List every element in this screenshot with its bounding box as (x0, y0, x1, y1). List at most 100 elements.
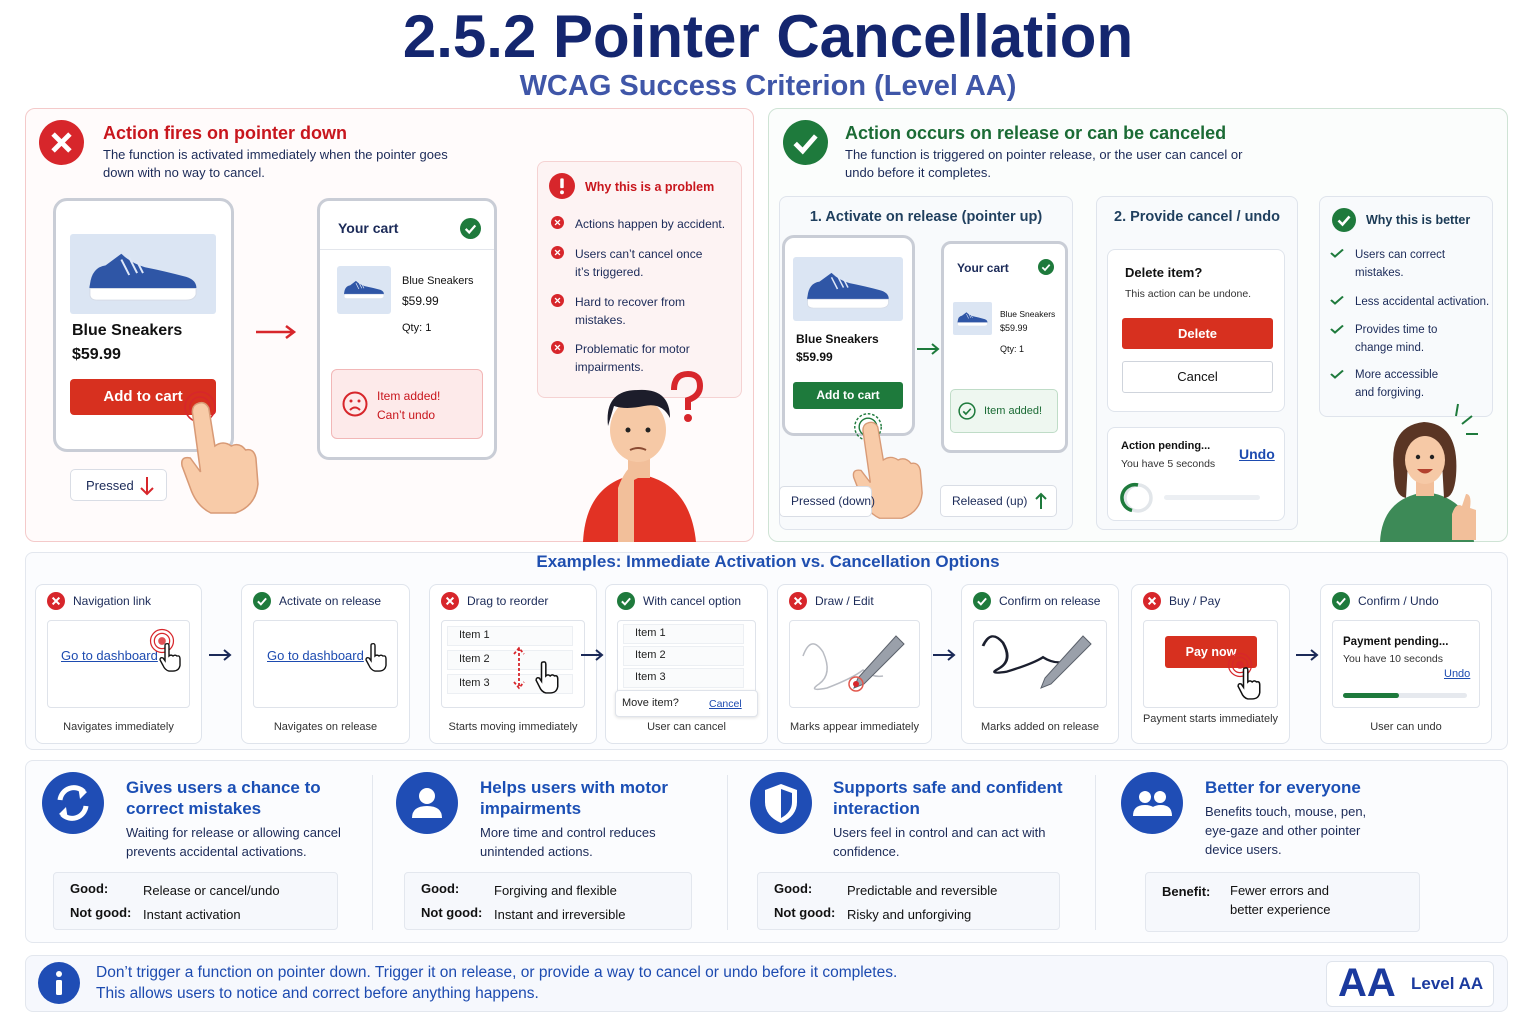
label: Good: (774, 881, 813, 896)
name: Blue Sneakers (72, 322, 183, 339)
title: Your cart (957, 261, 1009, 275)
shoe (84, 246, 202, 304)
svg (365, 642, 387, 672)
ripple (149, 628, 175, 654)
svg (1330, 369, 1344, 379)
svg (1121, 772, 1183, 834)
separator (727, 775, 728, 930)
circle (1154, 791, 1166, 803)
path (807, 272, 889, 304)
path (412, 806, 442, 818)
link[interactable]: Go to dashboard (267, 648, 364, 663)
happy-person (1380, 403, 1478, 542)
svg (149, 628, 175, 654)
svg (1330, 295, 1344, 305)
list-item (623, 668, 744, 688)
circle (419, 788, 435, 804)
rect (560, 178, 564, 189)
label: Drag to reorder (467, 594, 549, 608)
path (1330, 324, 1344, 334)
ico (1332, 208, 1356, 232)
price: $59.99 (72, 346, 121, 363)
ico (617, 592, 635, 610)
caption: Starts moving immediately (448, 721, 578, 733)
cancel[interactable]: Cancel (1122, 361, 1273, 393)
principle-icon (42, 772, 104, 834)
title: Gives users a chance to correct mistakes (126, 778, 321, 818)
text: Release or cancel/undo (143, 883, 280, 898)
circle (625, 427, 631, 433)
path (981, 635, 1064, 674)
confirm[interactable]: Delete (1122, 318, 1273, 349)
principle-icon (1121, 772, 1183, 834)
circle (158, 637, 166, 645)
ico (789, 592, 807, 610)
svg (253, 592, 271, 610)
svg (1237, 667, 1261, 700)
circle (1429, 454, 1435, 460)
svg (1332, 208, 1356, 232)
label: Buy / Pay (1169, 594, 1221, 608)
description: The function is triggered on pointer rel… (845, 147, 1243, 180)
svg (1143, 592, 1161, 610)
list-item (623, 646, 744, 666)
rect (1343, 693, 1399, 698)
items: More accessible and forgiving. (1355, 369, 1439, 399)
path (1452, 494, 1476, 540)
items: Item 1 (635, 627, 666, 639)
released: Released (up) (952, 494, 1028, 508)
div (1107, 427, 1285, 521)
label: Confirm on release (999, 594, 1101, 608)
circle (973, 592, 991, 610)
path (629, 447, 647, 451)
arrow-down (140, 477, 154, 496)
product-image (337, 266, 391, 314)
path (159, 642, 181, 672)
action[interactable]: Cancel (709, 698, 742, 710)
div (940, 485, 1057, 517)
text: Don’t trigger a function on pointer down… (96, 964, 898, 981)
ico (549, 173, 575, 199)
alert-box (331, 369, 483, 439)
button[interactable]: Add to cart (793, 382, 903, 409)
caption: Navigates immediately (63, 721, 174, 733)
path (1393, 422, 1457, 498)
action[interactable]: Undo (1444, 668, 1471, 680)
label: Good: (421, 881, 460, 896)
circle (342, 391, 368, 417)
path (1330, 369, 1344, 379)
problem-box (537, 161, 742, 398)
path (140, 477, 154, 496)
price: $59.99 (402, 294, 439, 308)
items: Actions happen by accident. (575, 217, 726, 231)
path (583, 474, 696, 542)
title: Action pending... (1121, 440, 1211, 452)
svg (957, 312, 988, 327)
alert: Can’t undo (377, 408, 436, 422)
link[interactable]: Go to dashboard (61, 648, 158, 663)
circle (153, 632, 171, 650)
button[interactable]: Add to cart (70, 379, 216, 415)
separator (1095, 775, 1096, 930)
svg (958, 402, 976, 420)
svg (551, 246, 564, 259)
circle (42, 772, 104, 834)
heading: Action fires on pointer down (103, 123, 347, 143)
principle-box (53, 872, 338, 930)
svg (549, 173, 575, 199)
items: Item 2 (459, 653, 490, 665)
path (1120, 482, 1139, 513)
items: Hard to recover from mistakes. (575, 295, 686, 327)
undo[interactable]: Undo (1239, 446, 1275, 462)
svg (159, 642, 181, 672)
product-image (953, 302, 992, 335)
ico (1329, 322, 1345, 336)
circle (560, 190, 564, 195)
progress-bar (1343, 693, 1467, 698)
circle (645, 427, 651, 433)
svg (39, 120, 84, 165)
hand (178, 400, 260, 515)
level: Level AA (1411, 974, 1484, 993)
hand-cursor (365, 642, 389, 672)
badge: AA (1338, 961, 1396, 1005)
